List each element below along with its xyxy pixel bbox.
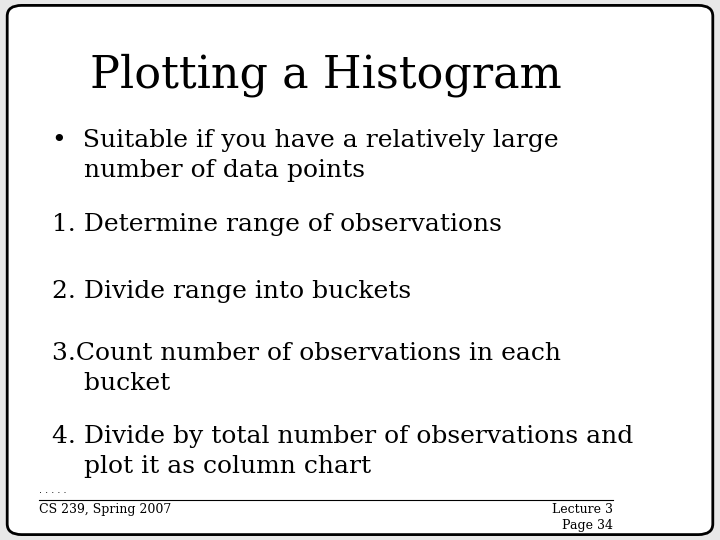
Text: Lecture 3
Page 34: Lecture 3 Page 34: [552, 503, 613, 532]
Text: Plotting a Histogram: Plotting a Histogram: [90, 54, 562, 98]
Text: CS 239, Spring 2007: CS 239, Spring 2007: [39, 503, 171, 516]
Text: 4. Divide by total number of observations and
    plot it as column chart: 4. Divide by total number of observation…: [52, 425, 634, 478]
Text: 2. Divide range into buckets: 2. Divide range into buckets: [52, 280, 411, 303]
Text: 3.Count number of observations in each
    bucket: 3.Count number of observations in each b…: [52, 342, 561, 395]
Text: 1. Determine range of observations: 1. Determine range of observations: [52, 213, 502, 235]
Text: •  Suitable if you have a relatively large
    number of data points: • Suitable if you have a relatively larg…: [52, 129, 559, 183]
Text: · · · · ·: · · · · ·: [39, 488, 67, 498]
